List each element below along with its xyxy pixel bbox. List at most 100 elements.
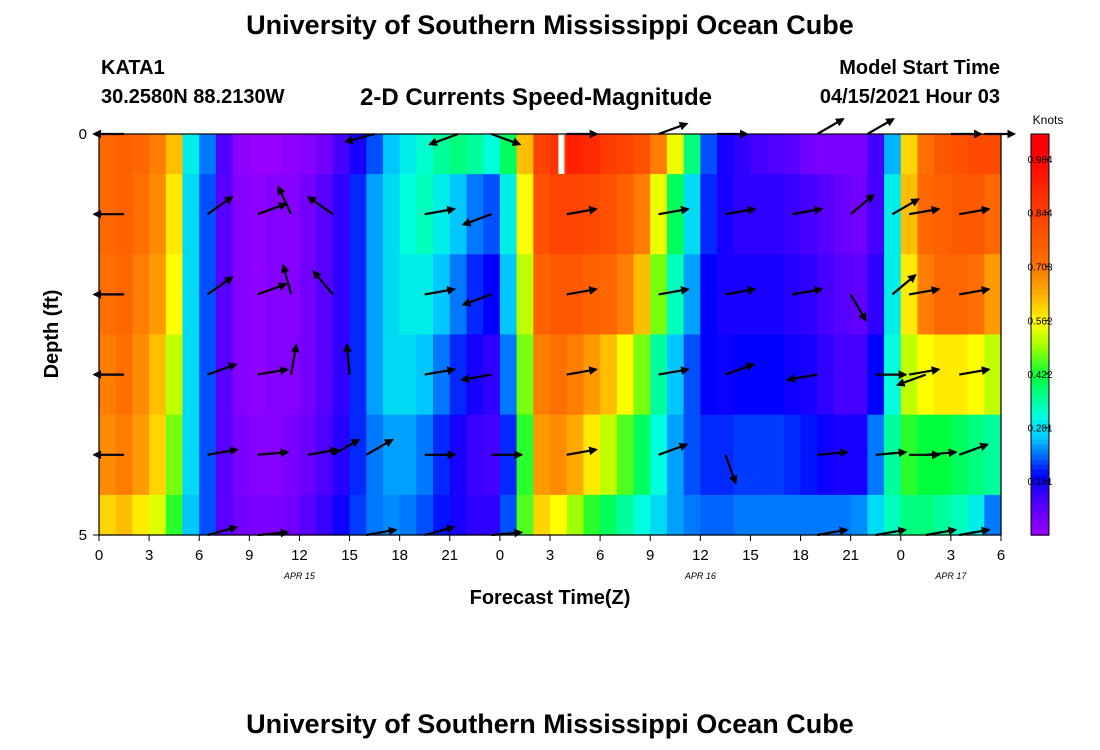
colorbar-swatch: [1031, 154, 1049, 160]
heatmap-cell: [399, 414, 417, 496]
colorbar-tick-label: 0.844: [1027, 209, 1052, 220]
heatmap-cell: [633, 254, 651, 336]
heatmap-cell: [399, 254, 417, 336]
heatmap-cell: [332, 134, 351, 175]
heatmap-cell: [550, 174, 568, 255]
heatmap-cell: [115, 334, 133, 416]
heatmap-cell: [566, 334, 584, 416]
heatmap-cell: [349, 174, 367, 255]
colorbar-swatch: [1031, 409, 1049, 416]
colorbar-swatch: [1031, 379, 1049, 386]
heatmap-cell: [800, 174, 818, 255]
heatmap-cell: [115, 134, 133, 175]
heatmap-cell: [934, 414, 952, 496]
heatmap-cell: [884, 134, 902, 175]
colorbar-swatch: [1031, 389, 1049, 396]
heatmap-cell: [783, 494, 802, 536]
heatmap-cell: [483, 174, 501, 255]
x-tick-label: 12: [692, 547, 709, 564]
current-vector: [959, 366, 991, 376]
current-vector: [343, 132, 375, 145]
heatmap-cell: [850, 134, 868, 175]
heatmap-cell: [934, 334, 952, 416]
y-axis-label: Depth (ft): [41, 290, 63, 379]
current-vector: [207, 446, 239, 456]
colorbar-swatch: [1031, 489, 1049, 496]
current-vector: [959, 526, 991, 537]
heatmap-cell: [850, 174, 868, 255]
heatmap-cell: [282, 134, 301, 175]
heatmap-cell: [433, 334, 451, 416]
heatmap-cell: [483, 134, 501, 175]
heatmap-cell: [215, 254, 234, 336]
heatmap-cell: [884, 494, 902, 536]
colorbar-swatch: [1031, 189, 1049, 195]
heatmap-cell: [232, 174, 250, 255]
heatmap-cell: [867, 134, 885, 175]
heatmap-cell: [516, 414, 534, 496]
heatmap-cell: [616, 174, 635, 255]
current-vector: [566, 366, 598, 376]
x-tick-label: 18: [792, 547, 809, 564]
heatmap-cell: [967, 414, 985, 496]
heatmap-cell: [666, 254, 685, 336]
heatmap-cell: [366, 254, 384, 336]
heatmap-cell: [984, 414, 1002, 496]
colorbar-swatch: [1031, 264, 1049, 271]
heatmap-cell: [182, 414, 200, 496]
heatmap-cell: [800, 254, 818, 336]
heatmap-cell: [449, 254, 468, 336]
heatmap-cell: [566, 254, 584, 336]
heatmap-cell: [266, 134, 284, 175]
heatmap-cell: [600, 414, 618, 496]
chart-subtitle: 2-D Currents Speed-Magnitude: [360, 84, 713, 111]
colorbar-swatch: [1031, 199, 1049, 205]
x-tick-label: 6: [997, 547, 1005, 564]
colorbar-swatch: [1031, 354, 1049, 361]
heatmap-cell: [132, 414, 150, 496]
current-vector: [658, 205, 690, 216]
heatmap-cell: [449, 174, 468, 255]
heatmap-cell: [800, 494, 818, 536]
heatmap-cell: [917, 334, 935, 416]
heatmap-cell: [449, 134, 468, 175]
heatmap-cell: [382, 254, 401, 336]
heatmap-cell: [767, 334, 785, 416]
heatmap-cell: [516, 134, 534, 175]
heatmap-cell: [550, 414, 568, 496]
colorbar-tick-label: 0.141: [1027, 477, 1052, 488]
heatmap-cell: [215, 334, 234, 416]
heatmap-cell: [332, 254, 351, 336]
current-vector: [849, 293, 867, 322]
colorbar: 0.984 0.844 0.703 0.562 0.422 0.281 0.141: [1027, 133, 1053, 536]
heatmap-cell: [867, 254, 885, 336]
heatmap-cell: [266, 414, 284, 496]
heatmap-cell: [750, 334, 768, 416]
x-tick-label: 15: [742, 547, 759, 564]
current-vector: [424, 205, 457, 216]
current-vector: [257, 366, 289, 376]
heatmap-cell: [683, 254, 701, 336]
heatmap-cell: [332, 174, 351, 255]
heatmap-cell: [382, 334, 401, 416]
current-vector: [875, 526, 908, 537]
heatmap-cell: [833, 254, 852, 336]
heatmap-cell: [683, 414, 701, 496]
heatmap-cell: [299, 334, 317, 416]
model-start-time: 04/15/2021 Hour 03: [819, 86, 1000, 108]
heatmap-cell: [600, 494, 618, 536]
colorbar-swatch: [1031, 139, 1049, 145]
heatmap-cell: [717, 134, 735, 175]
colorbar-swatch: [1031, 369, 1049, 376]
current-vector: [343, 342, 352, 375]
date-label: APR 17: [934, 571, 967, 581]
heatmap-cell: [366, 334, 384, 416]
heatmap-cell: [282, 334, 301, 416]
current-vector: [658, 121, 689, 136]
heatmap-cell: [867, 174, 885, 255]
heatmap-cell: [850, 414, 868, 496]
heatmap-cell: [399, 334, 417, 416]
heatmap-cell: [382, 414, 401, 496]
heatmap-cell: [967, 254, 985, 336]
current-vector: [312, 270, 334, 296]
